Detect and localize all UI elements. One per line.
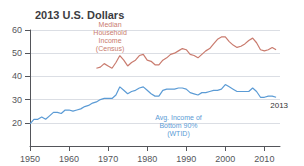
- svg-text:(Census): (Census): [96, 45, 124, 53]
- svg-text:1980: 1980: [137, 154, 157, 164]
- svg-text:2000: 2000: [215, 154, 235, 164]
- svg-text:30: 30: [12, 95, 22, 105]
- svg-text:2010: 2010: [254, 154, 274, 164]
- svg-text:20: 20: [12, 118, 22, 128]
- svg-text:(WTID): (WTID): [167, 130, 190, 138]
- svg-text:50: 50: [12, 48, 22, 58]
- svg-text:40: 40: [12, 71, 22, 81]
- svg-text:Income: Income: [99, 37, 122, 44]
- svg-text:2013 U.S. Dollars: 2013 U.S. Dollars: [35, 9, 124, 21]
- svg-text:1960: 1960: [59, 154, 79, 164]
- svg-text:Avg. Income of: Avg. Income of: [155, 114, 202, 122]
- svg-text:2013: 2013: [270, 101, 288, 110]
- svg-text:Median: Median: [99, 21, 122, 28]
- svg-text:Bottom 90%: Bottom 90%: [159, 122, 197, 129]
- svg-text:1970: 1970: [98, 154, 118, 164]
- svg-text:60: 60: [12, 25, 22, 35]
- svg-text:1990: 1990: [176, 154, 196, 164]
- svg-text:Household: Household: [93, 29, 127, 36]
- svg-text:1950: 1950: [20, 154, 40, 164]
